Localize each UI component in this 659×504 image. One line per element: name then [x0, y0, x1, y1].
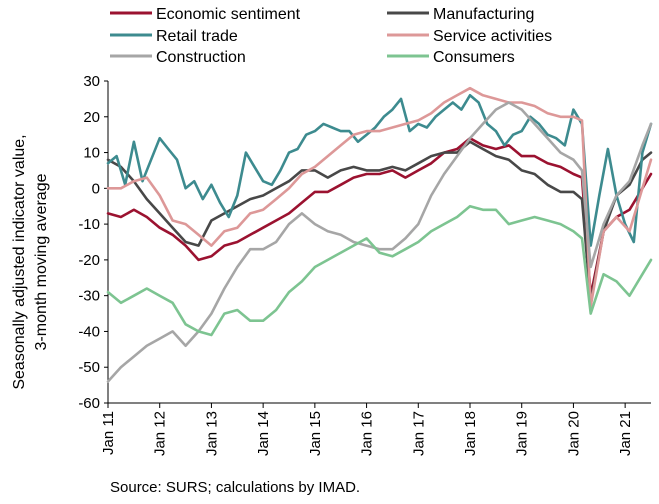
y-tick-label: -50: [78, 359, 100, 376]
x-tick-label: Jan 20: [565, 411, 582, 456]
series-line-consumers: [106, 204, 653, 337]
y-tick-label: -40: [78, 323, 100, 340]
x-tick-label: Jan 11: [100, 411, 117, 455]
series-layer: [106, 86, 653, 383]
legend-label-service-activities: Service activities: [433, 28, 552, 45]
y-axis-label: Seasonally adjusted indicator value, 3-mo…: [11, 134, 50, 389]
y-tick-label: -20: [78, 252, 100, 269]
series-line-manufacturing: [106, 140, 653, 305]
y-tick-label: 20: [83, 109, 100, 126]
x-tick-label: Jan 17: [410, 411, 427, 456]
x-tick-label: Jan 18: [462, 411, 479, 456]
y-tick-label: 10: [83, 145, 100, 162]
series-line-construction: [106, 101, 653, 383]
source-note: Source: SURS; calculations by IMAD.: [110, 479, 361, 496]
y-tick-label: 0: [92, 180, 100, 197]
y-tick-label: 30: [83, 73, 100, 90]
x-tick-label: Jan 14: [255, 411, 272, 456]
x-tick-label: Jan 12: [152, 411, 169, 456]
x-tick-label: Jan 21: [617, 411, 634, 456]
x-tick-label: Jan 19: [514, 411, 531, 456]
legend-label-retail-trade: Retail trade: [156, 28, 238, 45]
series-line-retail-trade: [106, 94, 653, 247]
y-tick-label: -10: [78, 216, 100, 233]
legend: Economic sentiment Manufacturing Retail tr…: [110, 6, 552, 66]
y-axis-label-line: Seasonally adjusted indicator value,: [11, 134, 28, 389]
y-axis-label-line: 3-month moving average: [33, 173, 50, 350]
x-tick-label: Jan 15: [307, 411, 324, 456]
series-line-economic-sentiment: [106, 136, 653, 297]
legend-label-consumers: Consumers: [433, 49, 515, 66]
y-tick-label: -30: [78, 288, 100, 305]
y-tick-label: -60: [78, 395, 100, 412]
legend-label-construction: Construction: [156, 49, 246, 66]
x-tick-label: Jan 16: [359, 411, 376, 456]
legend-label-manufacturing: Manufacturing: [433, 6, 534, 23]
series-line-service-activities: [106, 86, 653, 308]
x-tick-label: Jan 13: [203, 411, 220, 456]
chart: Economic sentiment Manufacturing Retail tr…: [11, 6, 653, 456]
legend-label-economic-sentiment: Economic sentiment: [156, 6, 301, 23]
